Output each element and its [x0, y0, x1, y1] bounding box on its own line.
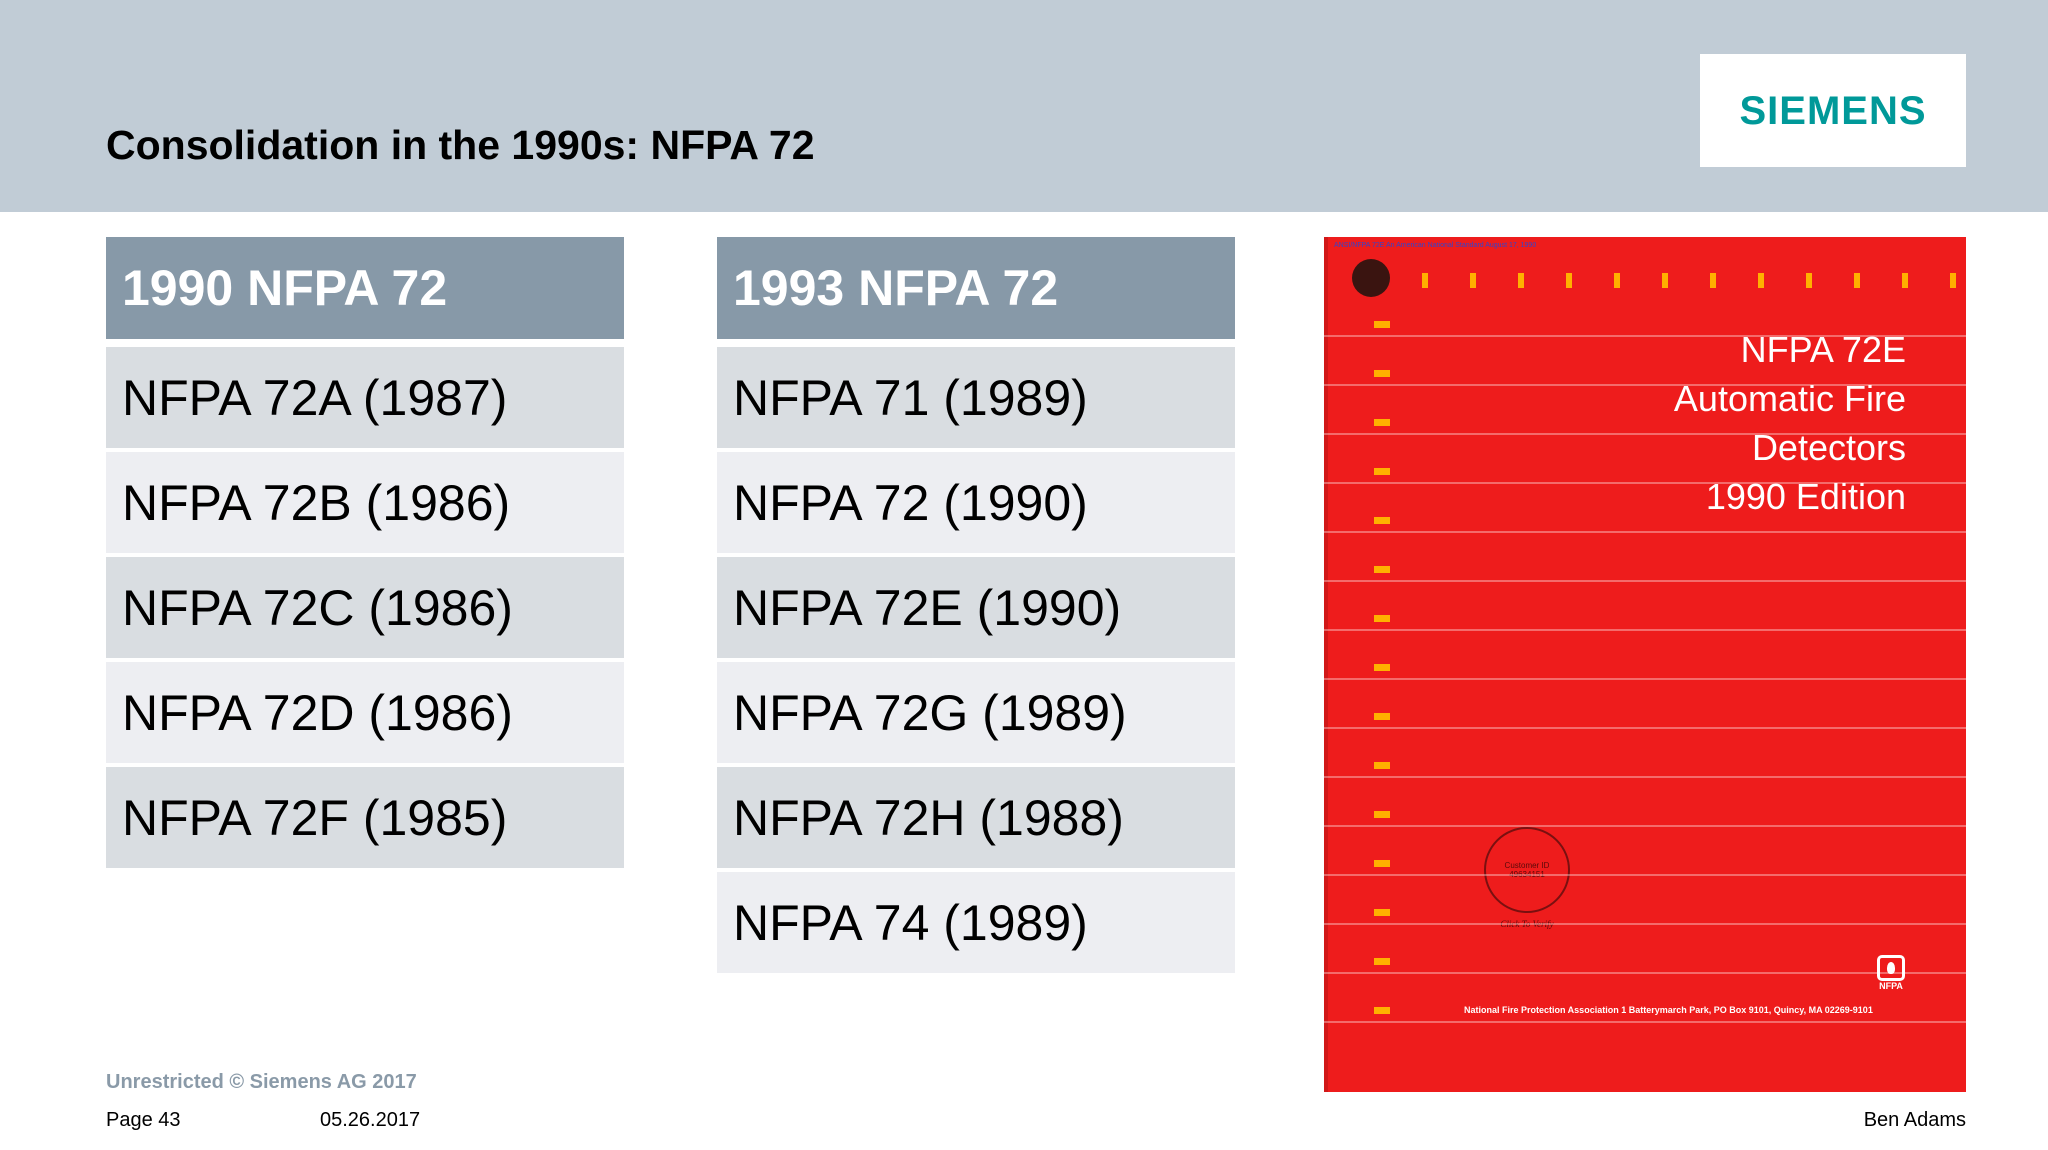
table-row: NFPA 74 (1989): [717, 868, 1235, 973]
cover-left-tick: [1374, 468, 1390, 475]
table-row: NFPA 72 (1990): [717, 448, 1235, 553]
cover-left-tick: [1374, 664, 1390, 671]
cover-top-tick: [1806, 273, 1812, 288]
cover-left-tick: [1374, 713, 1390, 720]
cover-left-tick: [1374, 909, 1390, 916]
punch-hole: [1352, 259, 1390, 297]
cover-top-tick: [1566, 273, 1572, 288]
table-row: NFPA 72B (1986): [106, 448, 624, 553]
cover-title-line: 1990 Edition: [1705, 476, 1906, 517]
table-header: 1993 NFPA 72: [717, 237, 1235, 343]
nfpa-72e-cover-image: ANSI/NFPA 72E An American National Stand…: [1324, 237, 1966, 1092]
cover-top-tick: [1950, 273, 1956, 288]
cover-fine-print: ANSI/NFPA 72E An American National Stand…: [1334, 242, 1537, 249]
cover-top-tick: [1518, 273, 1524, 288]
cover-top-tick: [1662, 273, 1668, 288]
footer-author: Ben Adams: [1863, 1109, 1966, 1131]
table-row: NFPA 72C (1986): [106, 553, 624, 658]
footer-date: 05.26.2017: [320, 1109, 421, 1131]
table-1993: 1993 NFPA 72 NFPA 71 (1989) NFPA 72 (199…: [717, 237, 1235, 973]
cover-top-tick: [1854, 273, 1860, 288]
stamp-curve-text: Click To Verify: [1500, 919, 1554, 929]
cover-left-tick: [1374, 958, 1390, 965]
stamp-label: Customer ID: [1504, 861, 1550, 870]
cover-title-line: NFPA 72E: [1740, 329, 1906, 370]
siemens-logo: SIEMENS: [1700, 54, 1966, 167]
cover-left-tick: [1374, 1007, 1390, 1014]
flame-icon: [1887, 962, 1895, 974]
flame-shield-icon: [1877, 955, 1905, 981]
cover-title: NFPA 72E Automatic Fire Detectors 1990 E…: [1674, 325, 1906, 521]
slide-title: Consolidation in the 1990s: NFPA 72: [106, 122, 815, 168]
cover-rule-line: [1324, 727, 1966, 729]
cover-top-tick: [1470, 273, 1476, 288]
nfpa-logo: NFPA: [1876, 955, 1906, 995]
cover-title-line: Detectors: [1751, 427, 1906, 468]
cover-rule-line: [1324, 384, 1966, 386]
cover-left-tick: [1374, 615, 1390, 622]
cover-rule-line: [1324, 629, 1966, 631]
cover-top-tick: [1710, 273, 1716, 288]
cover-rule-line: [1324, 825, 1966, 827]
cover-title-line: Automatic Fire: [1673, 378, 1906, 419]
cover-top-tick: [1422, 273, 1428, 288]
cover-left-tick: [1374, 321, 1390, 328]
table-row: NFPA 71 (1989): [717, 343, 1235, 448]
cover-left-tick: [1374, 566, 1390, 573]
footer-page-number: Page 43: [106, 1109, 181, 1131]
cover-rule-line: [1324, 678, 1966, 680]
cover-rule-line: [1324, 874, 1966, 876]
cover-rule-line: [1324, 923, 1966, 925]
table-row: NFPA 72F (1985): [106, 763, 624, 868]
cover-left-tick: [1374, 762, 1390, 769]
cover-left-tick: [1374, 860, 1390, 867]
table-row: NFPA 72E (1990): [717, 553, 1235, 658]
nfpa-logo-text: NFPA: [1879, 981, 1903, 991]
cover-rule-line: [1324, 531, 1966, 533]
table-row: NFPA 72G (1989): [717, 658, 1235, 763]
cover-top-tick: [1902, 273, 1908, 288]
footer-classification: Unrestricted © Siemens AG 2017: [106, 1071, 417, 1093]
cover-left-tick: [1374, 811, 1390, 818]
cover-top-tick: [1758, 273, 1764, 288]
stamp-id: 49634151: [1509, 870, 1545, 879]
cover-rule-line: [1324, 972, 1966, 974]
logo-text: SIEMENS: [1739, 89, 1927, 133]
cover-left-tick: [1374, 370, 1390, 377]
cover-rule-line: [1324, 335, 1966, 337]
cover-publisher-line: National Fire Protection Association 1 B…: [1464, 1005, 1873, 1015]
table-1990: 1990 NFPA 72 NFPA 72A (1987) NFPA 72B (1…: [106, 237, 624, 868]
verification-stamp: Customer ID 49634151 Click To Verify: [1484, 827, 1570, 929]
cover-rule-line: [1324, 1021, 1966, 1023]
cover-rule-line: [1324, 776, 1966, 778]
table-row: NFPA 72H (1988): [717, 763, 1235, 868]
table-row: NFPA 72D (1986): [106, 658, 624, 763]
table-header: 1990 NFPA 72: [106, 237, 624, 343]
cover-left-tick: [1374, 517, 1390, 524]
table-row: NFPA 72A (1987): [106, 343, 624, 448]
cover-top-tick: [1614, 273, 1620, 288]
cover-rule-line: [1324, 580, 1966, 582]
cover-rule-line: [1324, 433, 1966, 435]
cover-spine: [1324, 237, 1328, 1092]
cover-rule-line: [1324, 482, 1966, 484]
cover-left-tick: [1374, 419, 1390, 426]
